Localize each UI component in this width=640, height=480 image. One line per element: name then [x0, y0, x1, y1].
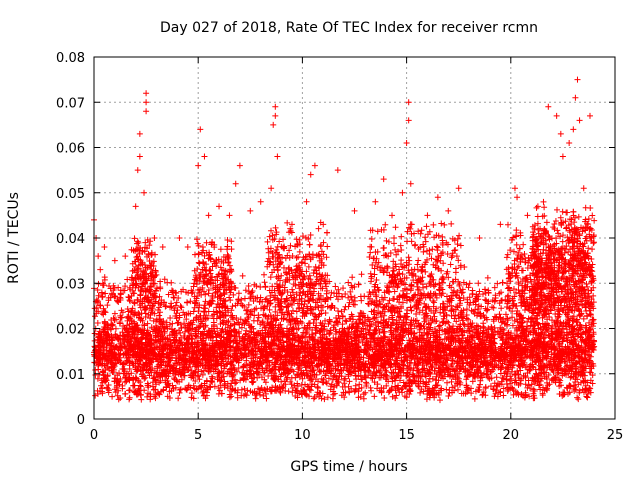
data-point [563, 363, 570, 370]
data-point [104, 385, 111, 392]
data-point [491, 313, 498, 320]
data-point [225, 318, 232, 325]
data-point [535, 382, 542, 389]
data-point [200, 367, 207, 374]
data-point [444, 379, 451, 386]
data-point [177, 329, 184, 336]
data-point [233, 379, 240, 386]
data-point [374, 381, 381, 388]
data-point [192, 378, 199, 385]
data-point [309, 367, 316, 374]
data-point [370, 315, 377, 322]
data-point [404, 363, 411, 370]
data-point [199, 371, 206, 378]
data-point [346, 378, 353, 385]
data-point [202, 323, 209, 330]
data-point [112, 325, 119, 332]
data-point [249, 379, 256, 386]
data-point [237, 377, 244, 384]
chart-title: Day 027 of 2018, Rate Of TEC Index for r… [160, 20, 538, 36]
data-point [502, 311, 509, 318]
data-point [528, 381, 535, 388]
data-point [510, 361, 517, 368]
data-point [91, 337, 98, 344]
data-point [580, 315, 587, 322]
data-points [91, 76, 598, 404]
data-point [325, 375, 332, 382]
data-point [259, 318, 266, 325]
data-point [144, 320, 151, 327]
data-point [403, 372, 410, 379]
data-point [548, 325, 555, 332]
data-point [94, 319, 101, 326]
data-point [233, 315, 240, 322]
data-point [480, 312, 487, 319]
data-point [92, 366, 99, 373]
data-point [589, 316, 596, 323]
data-point [341, 377, 348, 384]
data-point [427, 334, 434, 341]
data-point [493, 374, 500, 381]
data-point [322, 372, 329, 379]
